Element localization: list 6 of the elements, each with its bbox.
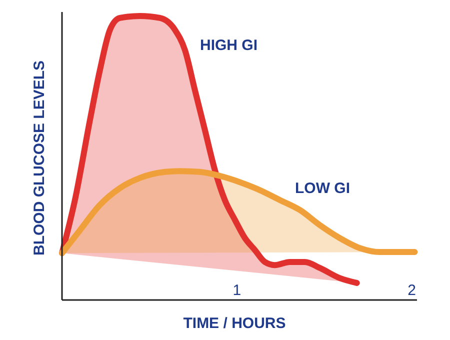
y-axis-title: BLOOD GLUCOSE LEVELS (31, 60, 48, 256)
x-tick-label: 1 (232, 282, 242, 299)
x-tick-label: 2 (408, 282, 416, 299)
series-label: HIGH GI (200, 37, 258, 54)
x-axis-title: TIME / HOURS (183, 315, 286, 332)
series-label: LOW GI (295, 180, 350, 197)
